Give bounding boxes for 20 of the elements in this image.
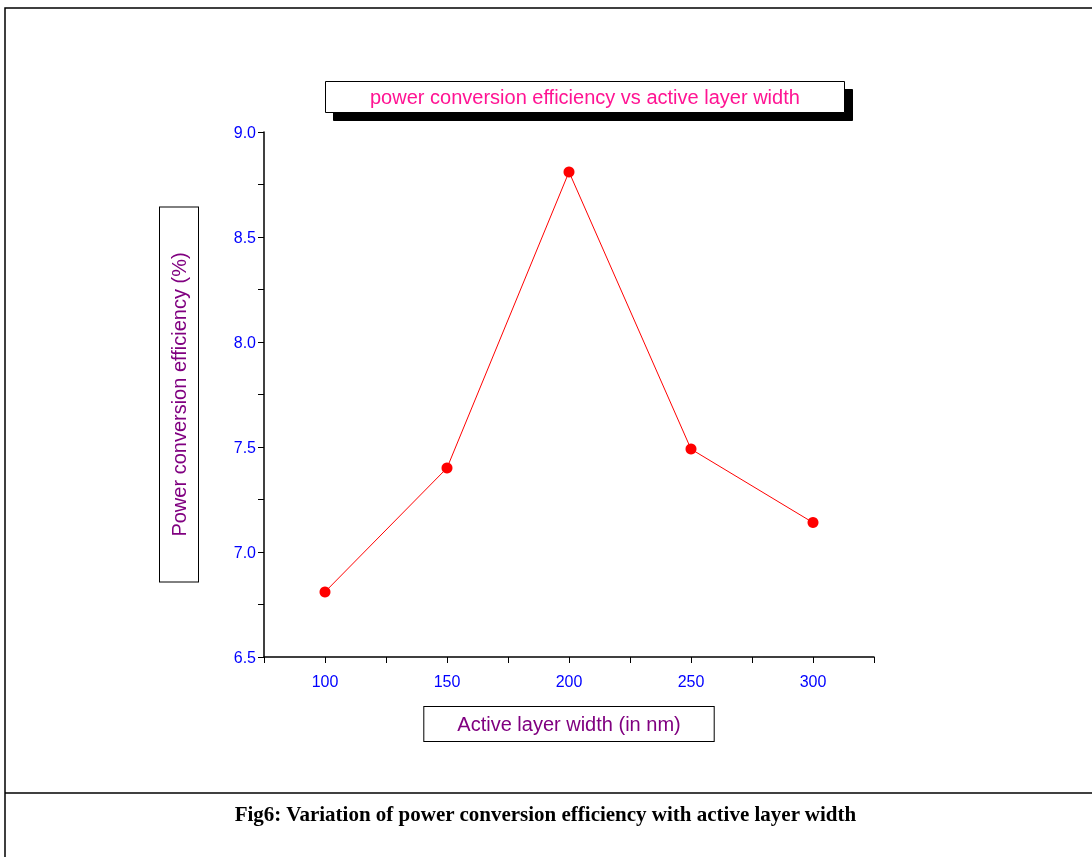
x-axis-title: Active layer width (in nm) bbox=[457, 713, 681, 735]
point bbox=[685, 443, 697, 455]
point bbox=[807, 517, 819, 529]
y-tick-label: 7.5 bbox=[233, 438, 257, 456]
y-axis-title: Power conversion efficiency (%) bbox=[168, 252, 190, 537]
chart-title: power conversion efficiency vs active layer width bbox=[370, 86, 800, 108]
caption: Fig6: Variation of power conversion efficiency with active layer width bbox=[234, 801, 857, 826]
x-tick-label: 200 bbox=[555, 672, 583, 690]
y-tick-label: 9.0 bbox=[233, 123, 257, 141]
x-tick-label: 100 bbox=[311, 672, 339, 690]
y-tick-label: 8.5 bbox=[233, 228, 257, 246]
point bbox=[319, 586, 331, 598]
point bbox=[563, 166, 575, 178]
point bbox=[441, 462, 453, 474]
x-tick-label: 150 bbox=[433, 672, 461, 690]
x-tick-label: 300 bbox=[799, 672, 827, 690]
y-tick-label: 7.0 bbox=[233, 543, 257, 561]
y-tick-label: 8.0 bbox=[233, 333, 257, 351]
y-tick-label: 6.5 bbox=[233, 648, 257, 666]
x-tick-label: 250 bbox=[677, 672, 705, 690]
